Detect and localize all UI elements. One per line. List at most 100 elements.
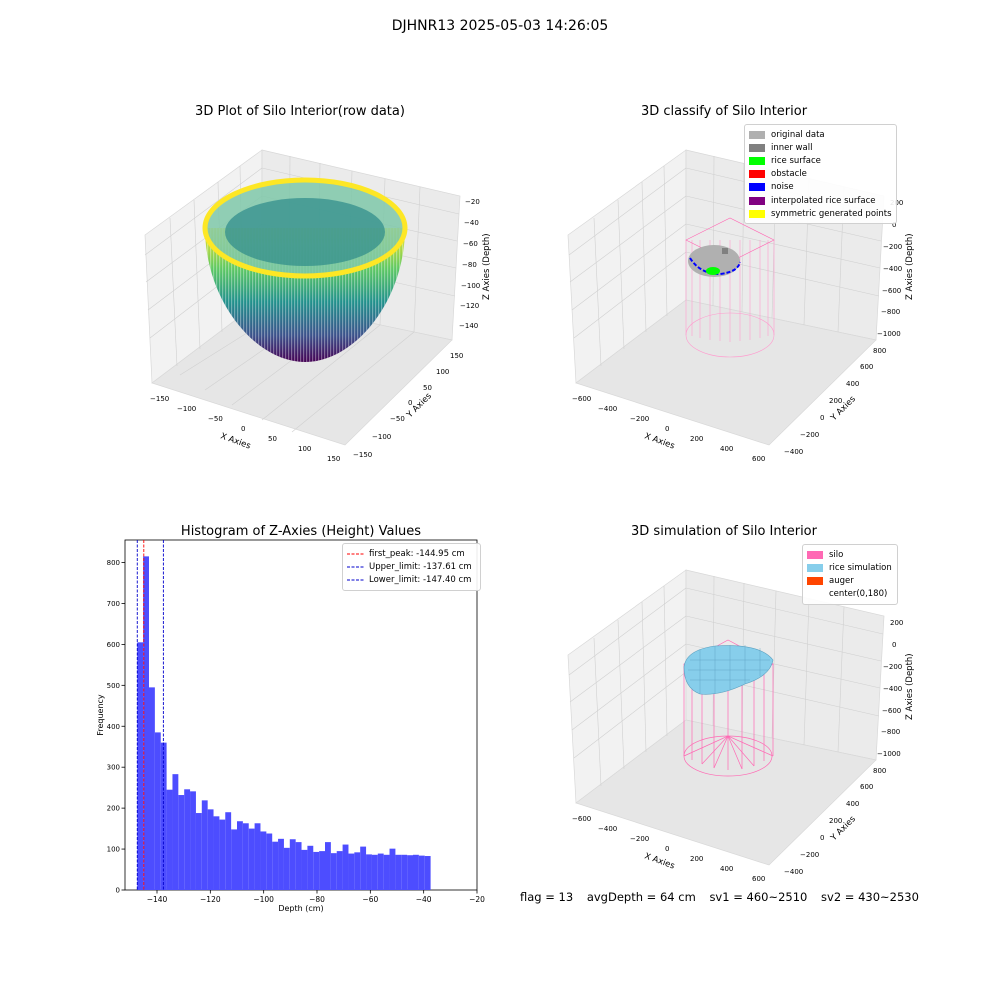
legend-item-upper-limit: Upper_limit: -137.61 cm bbox=[347, 560, 476, 573]
legend-swatch bbox=[807, 590, 823, 598]
histogram-bar bbox=[207, 809, 214, 890]
y-tick-label: 200 bbox=[107, 805, 120, 813]
legend-label: center(0,180) bbox=[829, 589, 888, 600]
raw-y-tick: 0 bbox=[408, 399, 412, 407]
legend-item-interpolated: interpolated rice surface bbox=[749, 194, 892, 207]
simulation-x-tick: 400 bbox=[720, 865, 733, 873]
raw-z-tick: −100 bbox=[461, 282, 480, 290]
simulation-3d-panes bbox=[567, 569, 885, 866]
histogram-bar bbox=[418, 855, 425, 890]
histogram-bar bbox=[354, 852, 361, 890]
legend-swatch bbox=[749, 196, 765, 205]
histogram-bar bbox=[213, 816, 220, 890]
raw-z-tick: −20 bbox=[465, 198, 480, 206]
legend-item-obstacle: obstacle bbox=[749, 168, 892, 181]
raw-x-tick: 150 bbox=[327, 455, 340, 463]
legend-label: auger bbox=[829, 575, 854, 586]
histogram-bar bbox=[360, 846, 367, 890]
panel-title-classify: 3D classify of Silo Interior bbox=[640, 104, 808, 119]
y-tick-label: 700 bbox=[107, 600, 120, 608]
classify-y-tick: 200 bbox=[829, 397, 842, 405]
legend-swatch bbox=[749, 183, 765, 192]
legend-line-swatch bbox=[347, 553, 365, 555]
y-tick-label: 300 bbox=[107, 764, 120, 772]
classify-y-tick: 600 bbox=[860, 363, 873, 371]
histogram-bar bbox=[272, 841, 279, 890]
histogram-bar bbox=[336, 851, 343, 890]
classify-points bbox=[688, 245, 741, 277]
simulation-3d-grid bbox=[568, 575, 884, 787]
simulation-y-tick: 400 bbox=[846, 800, 859, 808]
x-tick-label: −40 bbox=[416, 895, 432, 904]
simulation-x-tick: 200 bbox=[690, 855, 703, 863]
legend-item-silo: silo bbox=[807, 548, 893, 561]
legend-label: original data bbox=[771, 129, 825, 140]
legend-swatch bbox=[807, 563, 823, 572]
classify-z-tick: −400 bbox=[883, 265, 902, 273]
legend-label: first_peak: -144.95 cm bbox=[369, 548, 465, 559]
histogram-x-label: Depth (cm) bbox=[278, 904, 323, 913]
status-footer: flag = 13 avgDepth = 64 cm sv1 = 460~251… bbox=[520, 890, 929, 904]
histogram-bar bbox=[254, 823, 261, 890]
raw-x-tick: −150 bbox=[150, 395, 169, 403]
classify-z-tick: −200 bbox=[883, 243, 902, 251]
legend-item-original-data: original data bbox=[749, 128, 892, 141]
classify-y-tick: 400 bbox=[846, 380, 859, 388]
legend-item-lower-limit: Lower_limit: -147.40 cm bbox=[347, 573, 476, 586]
raw-x-tick: 50 bbox=[268, 435, 277, 443]
flag-value: flag = 13 bbox=[520, 890, 574, 904]
panel-title-raw: 3D Plot of Silo Interior(row data) bbox=[195, 104, 405, 119]
classify-y-tick: 800 bbox=[873, 347, 886, 355]
legend-swatch bbox=[807, 550, 823, 559]
raw-y-tick: −150 bbox=[353, 451, 372, 459]
y-tick-label: 400 bbox=[107, 723, 120, 731]
histogram-bar bbox=[366, 854, 372, 890]
sv2-value: sv2 = 430~2530 bbox=[821, 890, 919, 904]
raw-y-tick: 150 bbox=[450, 352, 463, 360]
legend-label: rice simulation bbox=[829, 562, 892, 573]
simulation-x-tick: −400 bbox=[598, 825, 617, 833]
legend-label: inner wall bbox=[771, 142, 813, 153]
legend-label: Upper_limit: -137.61 cm bbox=[369, 561, 472, 572]
x-tick-label: −140 bbox=[147, 895, 168, 904]
simulation-x-tick: 600 bbox=[752, 875, 765, 883]
histogram-bar bbox=[348, 853, 355, 890]
panel-title-simulation: 3D simulation of Silo Interior bbox=[631, 524, 817, 539]
histogram-bar bbox=[289, 839, 296, 890]
classify-x-tick: 200 bbox=[690, 435, 703, 443]
legend-label: interpolated rice surface bbox=[771, 195, 876, 206]
classify-y-tick: −200 bbox=[800, 431, 819, 439]
simulation-y-tick: 200 bbox=[829, 817, 842, 825]
legend-item-symmetric: symmetric generated points bbox=[749, 207, 892, 220]
raw-y-tick: 50 bbox=[423, 384, 432, 392]
histogram-bar bbox=[260, 831, 267, 890]
classify-z-tick: −1000 bbox=[877, 330, 901, 338]
raw-x-tick: −50 bbox=[208, 415, 223, 423]
legend-label: Lower_limit: -147.40 cm bbox=[369, 574, 472, 585]
simulation-z-label: Z Axies (Depth) bbox=[905, 653, 915, 720]
legend-swatch bbox=[749, 143, 765, 152]
histogram-bar bbox=[278, 838, 284, 890]
simulation-x-tick: 0 bbox=[665, 845, 669, 853]
simulation-z-tick: −800 bbox=[881, 728, 900, 736]
histogram-bar bbox=[377, 853, 384, 890]
raw-x-tick: 100 bbox=[298, 445, 311, 453]
histogram-bar bbox=[319, 851, 325, 890]
figure-title: DJHNR13 2025-05-03 14:26:05 bbox=[391, 18, 609, 34]
raw-z-tick: −40 bbox=[464, 219, 479, 227]
legend-item-center: center(0,180) bbox=[807, 588, 893, 601]
simulation-y-tick: 0 bbox=[820, 834, 824, 842]
simulation-z-tick: −1000 bbox=[877, 750, 901, 758]
histogram-bar bbox=[413, 854, 419, 890]
raw-x-tick: −100 bbox=[177, 405, 196, 413]
legend-swatch bbox=[807, 576, 823, 585]
histogram-bar bbox=[424, 856, 431, 890]
histogram-bars bbox=[137, 556, 431, 890]
histogram-bar bbox=[195, 813, 202, 890]
legend-label: symmetric generated points bbox=[771, 208, 892, 219]
legend-item-rice-simulation: rice simulation bbox=[807, 561, 893, 574]
histogram-bar bbox=[371, 854, 378, 890]
histogram-bar bbox=[301, 849, 308, 890]
